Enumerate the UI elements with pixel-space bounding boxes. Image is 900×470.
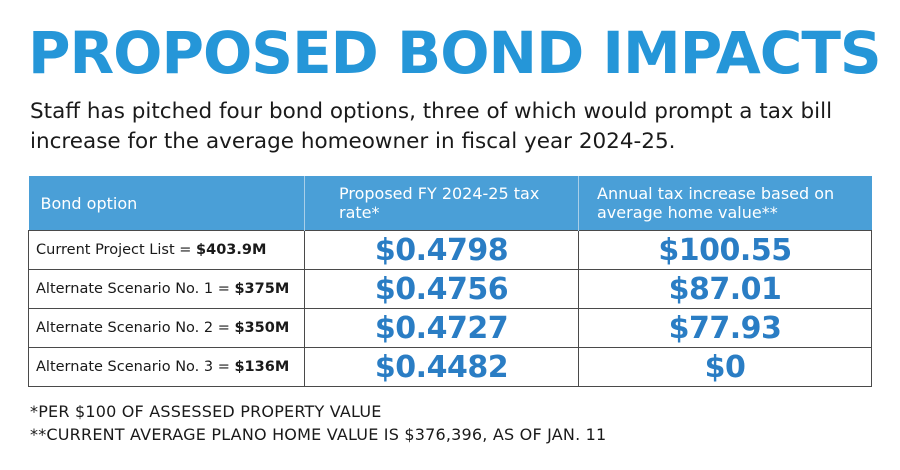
tax-increase-cell: $0 [578, 347, 872, 387]
footnote-home-value: **CURRENT AVERAGE PLANO HOME VALUE IS $3… [30, 425, 607, 444]
tax-rate-cell: $0.4756 [304, 269, 579, 309]
bond-option-label: Current Project List = [36, 242, 197, 258]
bond-option-amount: $403.9M [196, 242, 267, 258]
bond-option-label: Alternate Scenario No. 1 = [36, 281, 235, 297]
footnote-tax-rate: *PER $100 OF ASSESSED PROPERTY VALUE [30, 402, 382, 421]
bond-option-cell: Alternate Scenario No. 3 = $136M [28, 347, 305, 387]
tax-increase-cell: $100.55 [578, 230, 872, 270]
bond-option-amount: $350M [234, 320, 290, 336]
bond-option-label: Alternate Scenario No. 2 = [36, 320, 235, 336]
page-subtitle: Staff has pitched four bond options, thr… [30, 99, 833, 154]
bond-option-label: Alternate Scenario No. 3 = [36, 359, 235, 375]
tax-increase-cell: $77.93 [578, 308, 872, 348]
table-row: Alternate Scenario No. 3 = $136M $0.4482… [28, 347, 872, 387]
table-header-row: Bond option Proposed FY 2024-25 tax rate… [28, 176, 872, 231]
bond-option-amount: $375M [234, 281, 290, 297]
bond-options-table: Bond option Proposed FY 2024-25 tax rate… [28, 176, 872, 387]
bond-option-cell: Alternate Scenario No. 1 = $375M [28, 269, 305, 309]
page-title: PROPOSED BOND IMPACTS [28, 19, 882, 87]
tax-rate-cell: $0.4798 [304, 230, 579, 270]
bond-option-cell: Alternate Scenario No. 2 = $350M [28, 308, 305, 348]
bond-option-cell: Current Project List = $403.9M [28, 230, 305, 270]
table-row: Alternate Scenario No. 1 = $375M $0.4756… [28, 269, 872, 309]
column-header-annual-increase: Annual tax increase based on average hom… [578, 176, 872, 231]
bond-option-amount: $136M [234, 359, 290, 375]
table-row: Current Project List = $403.9M $0.4798 $… [28, 230, 872, 270]
tax-rate-cell: $0.4482 [304, 347, 579, 387]
tax-increase-cell: $87.01 [578, 269, 872, 309]
column-header-bond-option: Bond option [28, 176, 305, 231]
tax-rate-cell: $0.4727 [304, 308, 579, 348]
table-row: Alternate Scenario No. 2 = $350M $0.4727… [28, 308, 872, 348]
column-header-tax-rate: Proposed FY 2024-25 tax rate* [304, 176, 579, 231]
footnotes: *PER $100 OF ASSESSED PROPERTY VALUE **C… [30, 400, 606, 446]
